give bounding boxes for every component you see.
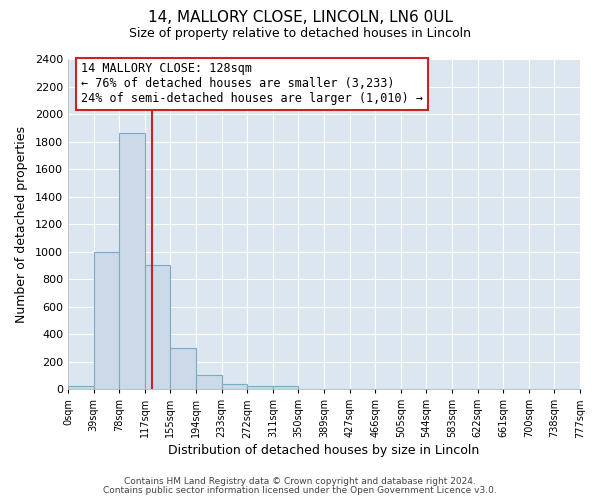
Bar <box>247 386 273 389</box>
Text: 14 MALLORY CLOSE: 128sqm
← 76% of detached houses are smaller (3,233)
24% of sem: 14 MALLORY CLOSE: 128sqm ← 76% of detach… <box>81 62 423 106</box>
X-axis label: Distribution of detached houses by size in Lincoln: Distribution of detached houses by size … <box>169 444 479 458</box>
Bar <box>94 252 119 389</box>
Bar <box>170 348 196 389</box>
Bar <box>68 386 94 389</box>
Text: Size of property relative to detached houses in Lincoln: Size of property relative to detached ho… <box>129 28 471 40</box>
Y-axis label: Number of detached properties: Number of detached properties <box>15 126 28 322</box>
Bar <box>119 134 145 389</box>
Bar <box>273 386 298 389</box>
Text: 14, MALLORY CLOSE, LINCOLN, LN6 0UL: 14, MALLORY CLOSE, LINCOLN, LN6 0UL <box>148 10 452 25</box>
Text: Contains public sector information licensed under the Open Government Licence v3: Contains public sector information licen… <box>103 486 497 495</box>
Bar <box>145 266 170 389</box>
Text: Contains HM Land Registry data © Crown copyright and database right 2024.: Contains HM Land Registry data © Crown c… <box>124 477 476 486</box>
Bar <box>221 384 247 389</box>
Bar <box>196 376 221 389</box>
